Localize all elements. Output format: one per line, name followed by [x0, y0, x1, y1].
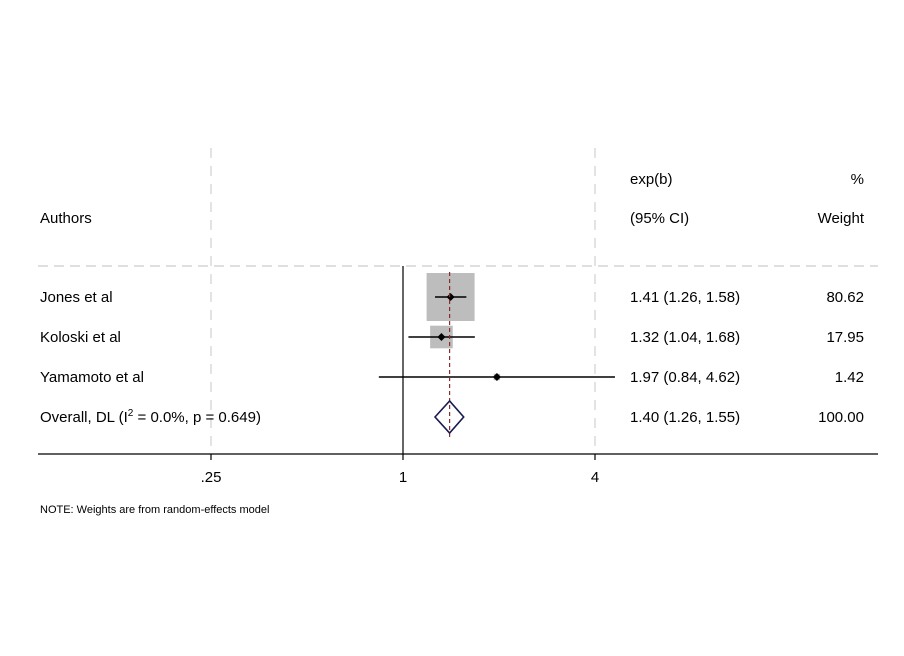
tick-gridlines — [210, 148, 596, 454]
effect-column-header-2: (95% CI) — [630, 210, 689, 227]
point-estimate — [446, 293, 455, 301]
x-tick-label-1: 1 — [399, 469, 407, 486]
overall-label-sup: 2 — [128, 408, 134, 419]
overall-diamond — [433, 399, 465, 435]
overall-row: Overall, DL (I2 = 0.0%, p = 0.649) 1.40 … — [40, 272, 864, 440]
study-rows: Jones et al 1.41 (1.26, 1.58) 80.62 Koloski… — [40, 273, 864, 386]
effect-column-header-1: exp(b) — [630, 171, 673, 188]
study-column-header: Authors — [40, 210, 92, 227]
x-tick-label-2: 4 — [591, 469, 599, 486]
overall-label-prefix: Overall, DL (I — [40, 409, 128, 426]
weight-column-header-1: % — [851, 171, 864, 188]
overall-label-suffix: = 0.0%, p = 0.649) — [133, 409, 261, 426]
overall-label: Overall, DL (I2 = 0.0%, p = 0.649) — [40, 408, 261, 426]
overall-ci-text: 1.40 (1.26, 1.55) — [630, 409, 740, 426]
point-estimate — [437, 333, 446, 341]
point-estimate — [492, 373, 501, 381]
study-row: Yamamoto et al 1.97 (0.84, 4.62) 1.42 — [40, 369, 864, 386]
study-ci-text: 1.32 (1.04, 1.68) — [630, 329, 740, 346]
overall-weight-text: 100.00 — [818, 409, 864, 426]
study-row: Koloski et al 1.32 (1.04, 1.68) 17.95 — [40, 325, 864, 349]
x-tick-label-0: .25 — [201, 469, 222, 486]
study-weight-text: 17.95 — [826, 329, 864, 346]
study-weight-text: 1.42 — [835, 369, 864, 386]
x-axis-ticks: .25 1 4 — [201, 454, 599, 486]
study-ci-text: 1.41 (1.26, 1.58) — [630, 289, 740, 306]
study-ci-text: 1.97 (0.84, 4.62) — [630, 369, 740, 386]
weight-column-header-2: Weight — [818, 210, 865, 227]
study-weight-text: 80.62 — [826, 289, 864, 306]
footnote: NOTE: Weights are from random-effects mo… — [40, 504, 269, 516]
study-label: Jones et al — [40, 289, 113, 306]
study-label: Yamamoto et al — [40, 369, 144, 386]
study-row: Jones et al 1.41 (1.26, 1.58) 80.62 — [40, 273, 864, 321]
study-label: Koloski et al — [40, 329, 121, 346]
